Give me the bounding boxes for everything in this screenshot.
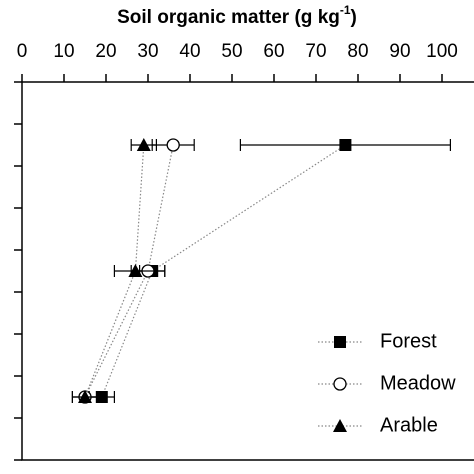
x-tick-label: 60	[263, 41, 284, 62]
data-point	[136, 138, 151, 151]
title-superscript: -1	[340, 3, 351, 17]
x-tick-label: 100	[426, 41, 458, 62]
legend-label: Forest	[380, 330, 437, 352]
x-tick-label: 90	[389, 41, 410, 62]
x-tick-label: 10	[53, 41, 74, 62]
x-tick-label: 20	[95, 41, 116, 62]
x-tick-label: 40	[179, 41, 200, 62]
data-point	[166, 138, 180, 152]
x-tick-label: 80	[347, 41, 368, 62]
title-end: )	[351, 7, 357, 28]
x-tick-label: 0	[17, 41, 28, 62]
x-tick-label: 30	[137, 41, 158, 62]
data-point	[95, 391, 108, 403]
legend-marker	[334, 336, 346, 348]
data-point	[78, 390, 92, 403]
data-point	[339, 139, 352, 151]
plot-frame	[21, 81, 474, 461]
series-line	[84, 144, 174, 398]
title-text: Soil organic matter (g kg	[117, 7, 340, 28]
legend-label: Meadow	[380, 372, 456, 394]
x-tick-label: 50	[221, 41, 242, 62]
data-point	[128, 264, 143, 277]
legend-marker	[333, 377, 347, 391]
legend-marker	[333, 419, 347, 432]
legend-label: Arable	[380, 414, 438, 436]
x-tick-label: 70	[305, 41, 326, 62]
chart-title: Soil organic matter (g kg-1)	[117, 3, 357, 28]
